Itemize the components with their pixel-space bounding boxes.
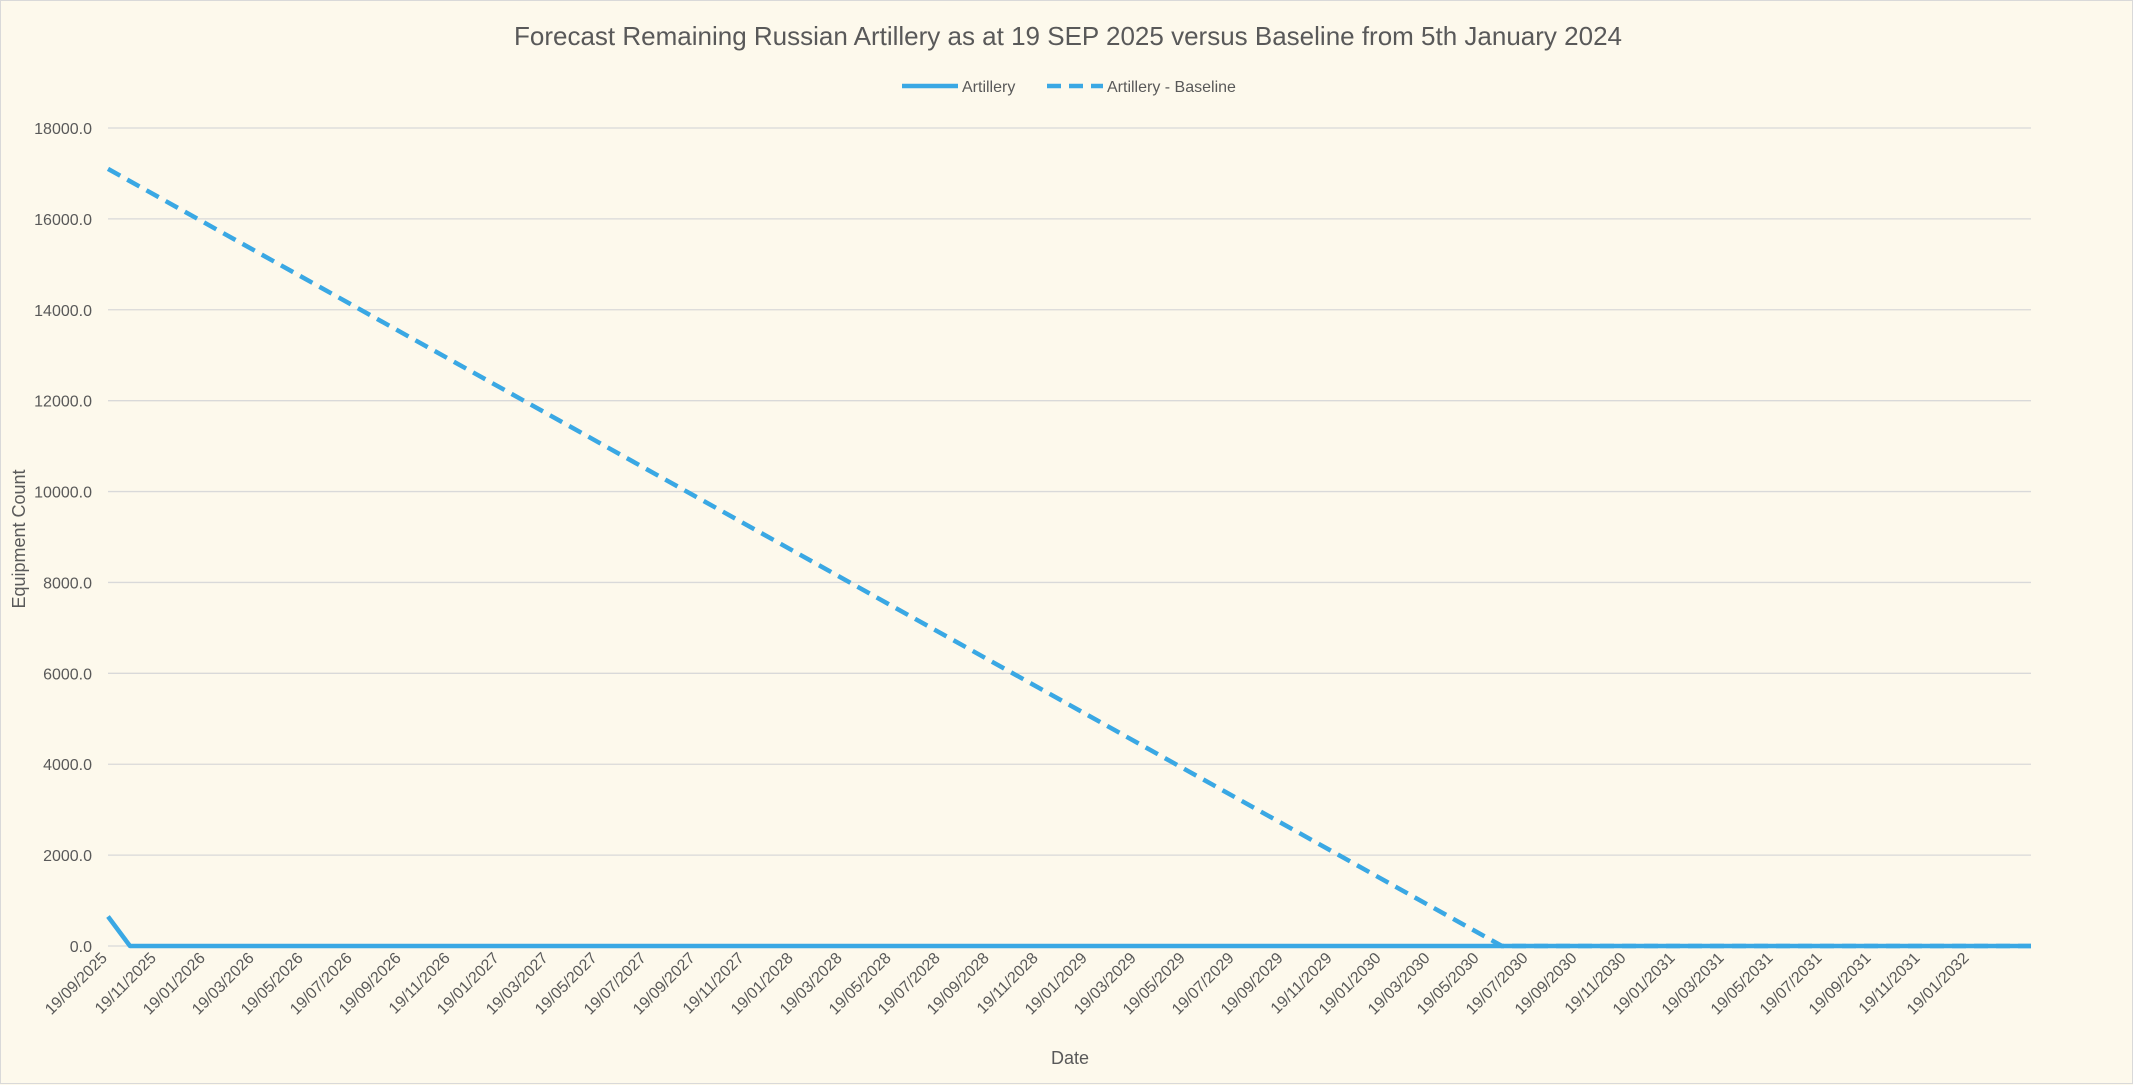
series-lines [106,166,2031,949]
chart-title: Forecast Remaining Russian Artillery as … [514,21,1622,51]
series-line-artillery-baseline [106,166,2031,949]
y-tick-label: 2000.0 [43,848,92,865]
y-tick-label: 10000.0 [34,485,92,502]
y-tick-label: 0.0 [70,939,92,956]
x-axis-tick-labels: 19/09/202519/11/202519/01/202619/03/2026… [42,950,1972,1019]
y-tick-label: 16000.0 [34,212,92,229]
y-tick-label: 6000.0 [43,666,92,683]
y-tick-label: 12000.0 [34,394,92,411]
legend-label-artillery-baseline: Artillery - Baseline [1107,79,1236,96]
x-axis-title: Date [1051,1048,1089,1068]
y-tick-label: 18000.0 [34,121,92,138]
gridlines [108,127,2031,947]
series-line-artillery [106,915,2031,949]
legend: Artillery Artillery - Baseline [902,79,1236,96]
y-tick-label: 8000.0 [43,575,92,592]
legend-label-artillery: Artillery [962,79,1015,96]
y-tick-label: 4000.0 [43,757,92,774]
y-tick-label: 14000.0 [34,303,92,320]
y-axis-tick-labels: 0.0 2000.0 4000.0 6000.0 8000.0 10000.0 12000.… [34,121,92,956]
y-axis-title: Equipment Count [9,469,29,608]
